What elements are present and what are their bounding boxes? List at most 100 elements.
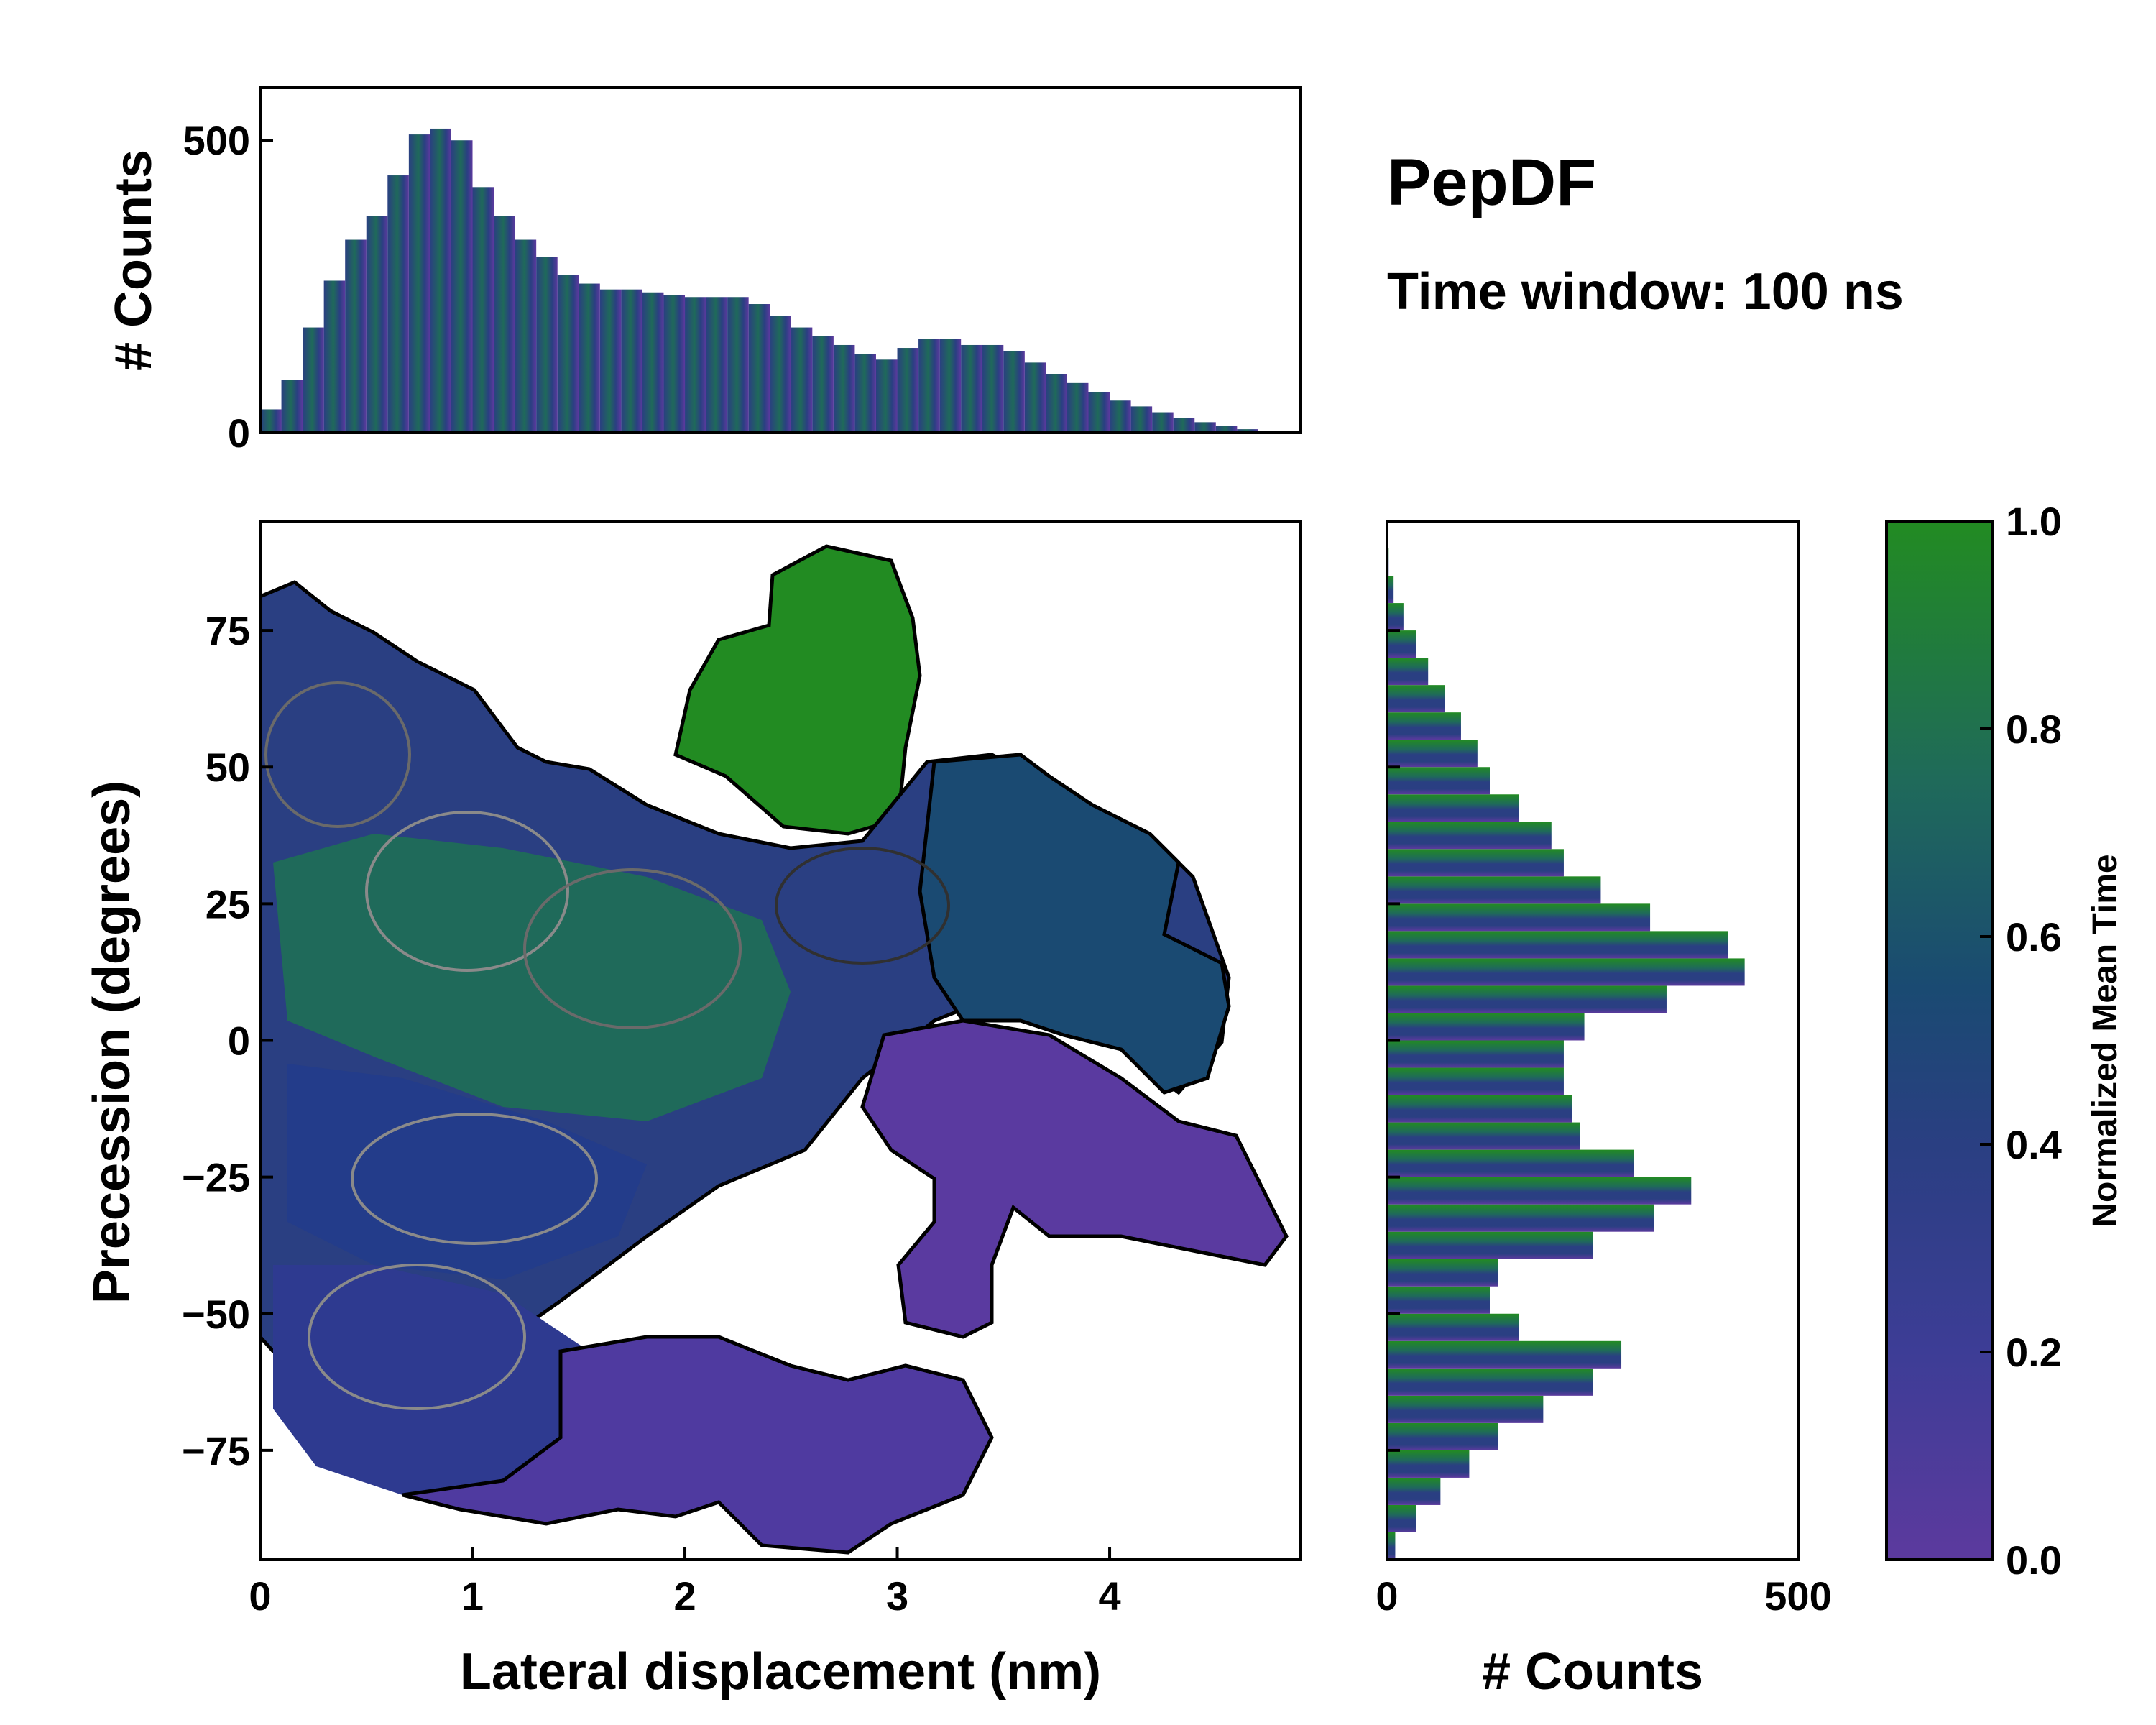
- right-histogram-bar: [1387, 1204, 1654, 1232]
- top-histogram-bar: [939, 339, 962, 433]
- top-histogram-bar: [982, 344, 1004, 433]
- top-histogram-bar: [260, 409, 282, 433]
- top-histogram-bar: [536, 257, 558, 433]
- heatmap-region-purple-bottom: [402, 1335, 994, 1555]
- joint-xtick-label: 0: [249, 1573, 271, 1619]
- heatmap-region-lower-left: [273, 1265, 589, 1495]
- right-histogram-bars: [1387, 548, 1745, 1560]
- joint-ytick-label: 0: [228, 1018, 250, 1064]
- top-histogram-bar: [770, 316, 791, 433]
- joint-ytick-label: −25: [182, 1155, 250, 1200]
- right-histogram-bar: [1387, 958, 1745, 986]
- right-histogram-bar: [1387, 1395, 1544, 1423]
- top-histogram-bar: [1067, 382, 1089, 433]
- top-histogram-bar: [1152, 412, 1174, 433]
- contour-right-cluster: [775, 847, 950, 965]
- contour-center-cluster: [523, 868, 742, 1029]
- right-histogram-bar: [1387, 1313, 1519, 1341]
- top-histogram-bar: [1110, 400, 1131, 433]
- colorbar-tick-label: 0.6: [2006, 914, 2062, 960]
- top-histogram-bar: [472, 187, 494, 433]
- colorbar-gradient: [1885, 520, 1994, 1561]
- top-histogram-bar: [1130, 406, 1153, 433]
- right-histogram-bar: [1387, 1532, 1396, 1560]
- right-histogram-bar: [1387, 685, 1445, 713]
- top-histogram-bar: [408, 134, 430, 433]
- top-histogram-bar: [897, 348, 919, 433]
- right-histogram-bar: [1387, 1177, 1692, 1205]
- joint-ytick-label: 25: [206, 881, 250, 926]
- top-histogram-bars: [260, 128, 1280, 433]
- right-histogram-bar: [1387, 1259, 1498, 1287]
- top-histogram-ytick-label: 500: [183, 118, 250, 163]
- right-histogram-bar: [1387, 1040, 1564, 1068]
- contour-lower-cluster: [308, 1264, 526, 1410]
- right-histogram-bar: [1387, 603, 1404, 631]
- top-histogram-bar: [961, 344, 982, 433]
- top-histogram-bar: [281, 380, 303, 433]
- colorbar: 0.0 0.2 0.4 0.6 0.8 1.0 Normalized Mean Time: [1885, 499, 2124, 1583]
- right-histogram-bar: [1387, 931, 1728, 959]
- right-histogram-bar: [1387, 1122, 1580, 1150]
- top-histogram-bar: [685, 297, 706, 433]
- right-histogram-bar: [1387, 1368, 1593, 1396]
- joint-xtick-label: 4: [1098, 1573, 1120, 1619]
- joint-heatmap: 0 1 2 3 4 75 50 25 0 −25 −50 −75 Lateral displaceme…: [83, 520, 1302, 1701]
- joint-xtick-label: 1: [461, 1573, 484, 1619]
- top-histogram: 0 500 # Counts: [105, 86, 1302, 456]
- colorbar-tick-label: 0.2: [2006, 1330, 2062, 1375]
- colorbar-tick-label: 1.0: [2006, 499, 2062, 544]
- top-histogram-bar: [875, 359, 898, 433]
- colorbar-tick-label: 0.0: [2006, 1537, 2062, 1583]
- top-histogram-bar: [918, 339, 940, 433]
- top-histogram-bar: [323, 280, 346, 433]
- top-histogram-bar: [833, 344, 855, 433]
- right-histogram-bar: [1387, 1095, 1572, 1123]
- right-histogram-bar: [1387, 1340, 1622, 1368]
- chart-subtitle: Time window: 100 ns: [1387, 263, 1904, 321]
- top-histogram-bar: [579, 283, 600, 433]
- top-histogram-bar: [1003, 351, 1025, 433]
- top-histogram-bar: [387, 175, 409, 433]
- right-histogram: 0 500 # Counts: [1376, 520, 1832, 1701]
- right-histogram-bar: [1387, 1149, 1634, 1177]
- heatmap-region-blue-right: [918, 753, 1231, 1095]
- top-histogram-bar: [1194, 422, 1216, 433]
- top-histogram-ylabel: # Counts: [105, 150, 162, 371]
- top-histogram-bar: [706, 297, 728, 433]
- colorbar-ticks: 0.0 0.2 0.4 0.6 0.8 1.0: [1980, 499, 2062, 1583]
- top-histogram-bar: [642, 292, 664, 433]
- colorbar-tick-label: 0.4: [2006, 1122, 2062, 1167]
- top-histogram-bar: [791, 327, 813, 433]
- joint-ytick-label: 75: [206, 608, 250, 653]
- top-histogram-bar: [599, 289, 622, 433]
- joint-ytick-label: −50: [182, 1292, 250, 1337]
- top-histogram-bar: [345, 239, 367, 433]
- right-histogram-bar: [1387, 822, 1552, 850]
- heatmap-region-purple-right: [860, 1018, 1289, 1339]
- top-histogram-bar: [1237, 429, 1258, 433]
- contour-mid-cluster: [351, 1113, 598, 1245]
- heatmap-region-green-lobe: [673, 544, 922, 836]
- right-histogram-xtick-label: 500: [1764, 1573, 1831, 1619]
- top-histogram-bar: [812, 336, 834, 433]
- right-histogram-bar: [1387, 740, 1478, 768]
- right-histogram-bar: [1387, 849, 1564, 877]
- top-histogram-bar: [451, 140, 473, 433]
- top-histogram-bar: [366, 216, 388, 433]
- right-histogram-xtick-label: 0: [1376, 1573, 1398, 1619]
- right-histogram-bar: [1387, 1477, 1441, 1505]
- top-histogram-bar: [1215, 426, 1238, 433]
- right-histogram-xlabel: # Counts: [1482, 1643, 1703, 1701]
- joint-ytick-label: −75: [182, 1428, 250, 1473]
- joint-heatmap-ticks: 0 1 2 3 4 75 50 25 0 −25 −50 −75: [182, 608, 1121, 1619]
- right-histogram-bar: [1387, 576, 1394, 604]
- joint-heatmap-xlabel: Lateral displacement (nm): [460, 1643, 1101, 1701]
- right-histogram-bar: [1387, 876, 1601, 904]
- top-histogram-bar: [494, 216, 515, 433]
- right-histogram-bar: [1387, 1504, 1416, 1532]
- top-histogram-bar: [621, 289, 642, 433]
- right-histogram-bar: [1387, 630, 1416, 658]
- right-histogram-bar: [1387, 1013, 1585, 1041]
- colorbar-label: Normalized Mean Time: [2086, 854, 2124, 1227]
